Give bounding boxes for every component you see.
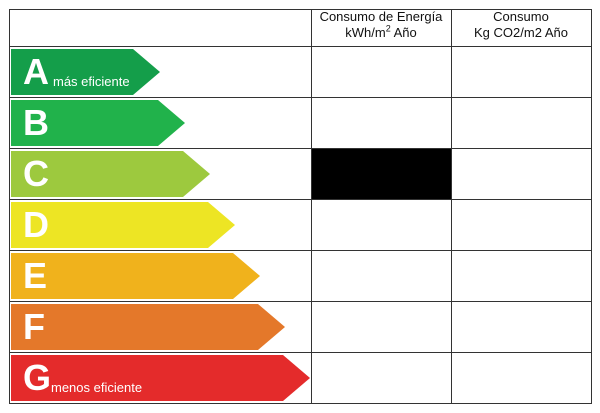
row-divider [9, 97, 591, 98]
row-divider [9, 199, 591, 200]
rating-letter: D [23, 204, 49, 245]
co2-header-unit: Kg CO2/m2 Año [474, 25, 568, 40]
row-divider [9, 250, 591, 251]
energy-rating-marker [312, 149, 451, 199]
rating-sublabel: menos eficiente [51, 380, 143, 395]
table-border-top [9, 9, 591, 10]
rating-arrow-b: B [11, 100, 185, 146]
energy-consumption-header: Consumo de Energía kWh/m2 Año [311, 9, 451, 46]
arrow-shape [11, 49, 160, 95]
rating-sublabel: más eficiente [53, 74, 130, 89]
header-divider [9, 46, 591, 47]
arrow-shape [11, 253, 260, 299]
energy-header-title: Consumo de Energía [319, 9, 443, 24]
arrow-shape [11, 202, 235, 248]
rating-letter: F [23, 306, 45, 347]
arrow-shape [11, 151, 210, 197]
arrow-shape [11, 100, 185, 146]
arrow-shape [11, 355, 310, 401]
row-divider [9, 301, 591, 302]
rating-arrow-f: F [11, 304, 285, 350]
rating-letter: C [23, 153, 49, 194]
row-divider [9, 352, 591, 353]
arrow-shape [11, 304, 285, 350]
energy-header-unit: kWh/m2 Año [345, 23, 417, 40]
table-border-left [9, 9, 10, 404]
row-divider [9, 148, 591, 149]
row-divider [9, 403, 591, 404]
rating-arrow-e: E [11, 253, 260, 299]
rating-letter: A [23, 51, 49, 92]
column-divider [311, 9, 312, 404]
rating-arrow-c: C [11, 151, 210, 197]
co2-consumption-header: Consumo Kg CO2/m2 Año [451, 9, 591, 46]
rating-letter: G [23, 357, 52, 398]
co2-header-title: Consumo [493, 9, 549, 24]
column-divider [451, 9, 452, 404]
rating-arrow-d: D [11, 202, 235, 248]
rating-letter: E [23, 255, 48, 296]
rating-letter: B [23, 102, 49, 143]
table-border-right [591, 9, 592, 404]
